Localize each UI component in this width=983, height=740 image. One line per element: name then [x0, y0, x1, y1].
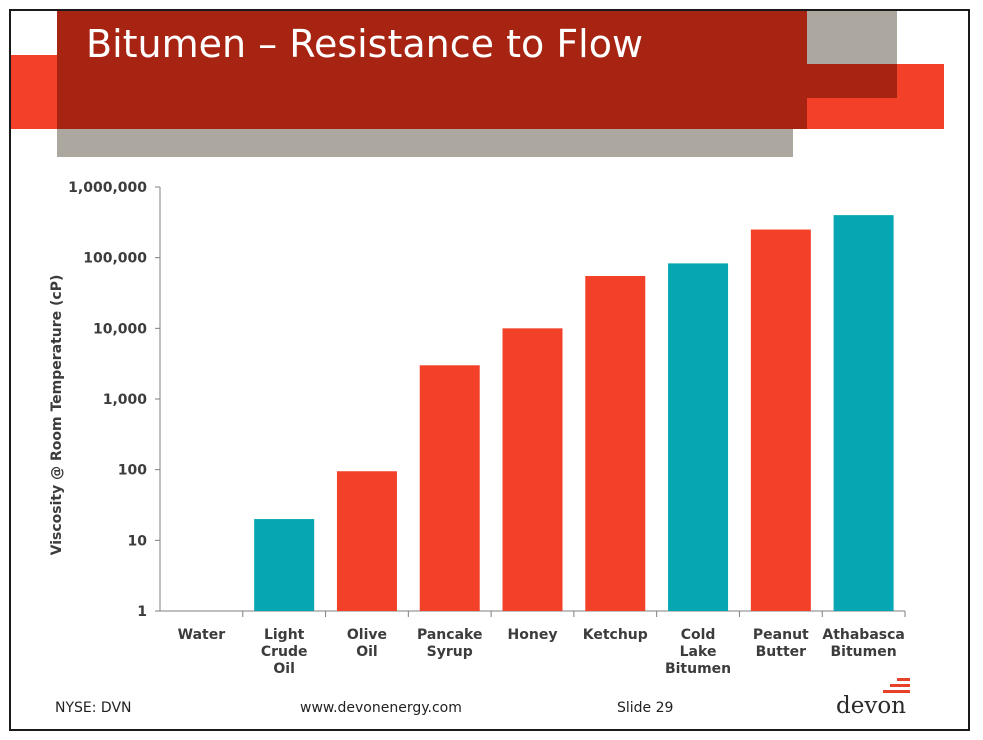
x-tick-label: Oil — [356, 644, 378, 660]
bar-light-crude-oil — [254, 519, 315, 611]
header-gray-block-top — [807, 11, 897, 64]
logo-wordmark: devon — [836, 693, 906, 719]
bar-peanut-butter — [750, 229, 811, 611]
y-tick-label: 100 — [118, 463, 147, 479]
header-dark-red-tab — [807, 64, 897, 98]
logo-bar-3 — [883, 690, 910, 693]
footer-ticker: NYSE: DVN — [55, 700, 132, 716]
x-tick-label: Crude — [261, 644, 308, 660]
x-tick-label: Bitumen — [665, 661, 731, 677]
footer-slide-number: Slide 29 — [617, 700, 674, 716]
devon-logo: devon — [836, 676, 916, 720]
y-tick-label: 1 — [137, 604, 147, 620]
footer-website: www.devonenergy.com — [300, 700, 462, 716]
x-tick-label: Water — [178, 627, 226, 643]
x-tick-label: Pancake — [417, 627, 482, 643]
y-axis-title: Viscosity @ Room Temperature (cP) — [49, 275, 65, 556]
slide-title: Bitumen – Resistance to Flow — [86, 22, 644, 66]
y-tick-label: 10 — [128, 533, 148, 549]
y-tick-label: 1,000,000 — [68, 180, 147, 196]
y-tick-label: 10,000 — [93, 321, 147, 337]
x-tick-label: Cold — [681, 627, 716, 643]
y-tick-label: 100,000 — [83, 251, 147, 267]
logo-bar-2 — [890, 684, 910, 687]
header-orange-block-left — [11, 55, 57, 129]
bar-athabasca-bitumen — [833, 215, 894, 611]
x-tick-label: Oil — [273, 661, 295, 677]
x-tick-label: Olive — [347, 627, 387, 643]
y-tick-label: 1,000 — [103, 392, 148, 408]
logo-bar-1 — [897, 678, 910, 681]
x-tick-label: Peanut — [753, 627, 809, 643]
x-tick-label: Ketchup — [583, 627, 648, 643]
x-tick-label: Light — [264, 627, 305, 643]
bar-honey — [502, 328, 563, 611]
x-tick-label: Syrup — [427, 644, 473, 660]
bar-cold-lake-bitumen — [668, 263, 729, 611]
x-tick-label: Athabasca — [822, 627, 905, 643]
bar-pancake-syrup — [419, 365, 480, 611]
x-tick-label: Butter — [756, 644, 807, 660]
bar-olive-oil — [336, 471, 397, 611]
x-tick-label: Bitumen — [831, 644, 897, 660]
x-tick-label: Lake — [680, 644, 717, 660]
x-tick-label: Honey — [508, 627, 558, 643]
header-dark-red-banner — [57, 11, 807, 129]
bar-ketchup — [585, 276, 646, 611]
